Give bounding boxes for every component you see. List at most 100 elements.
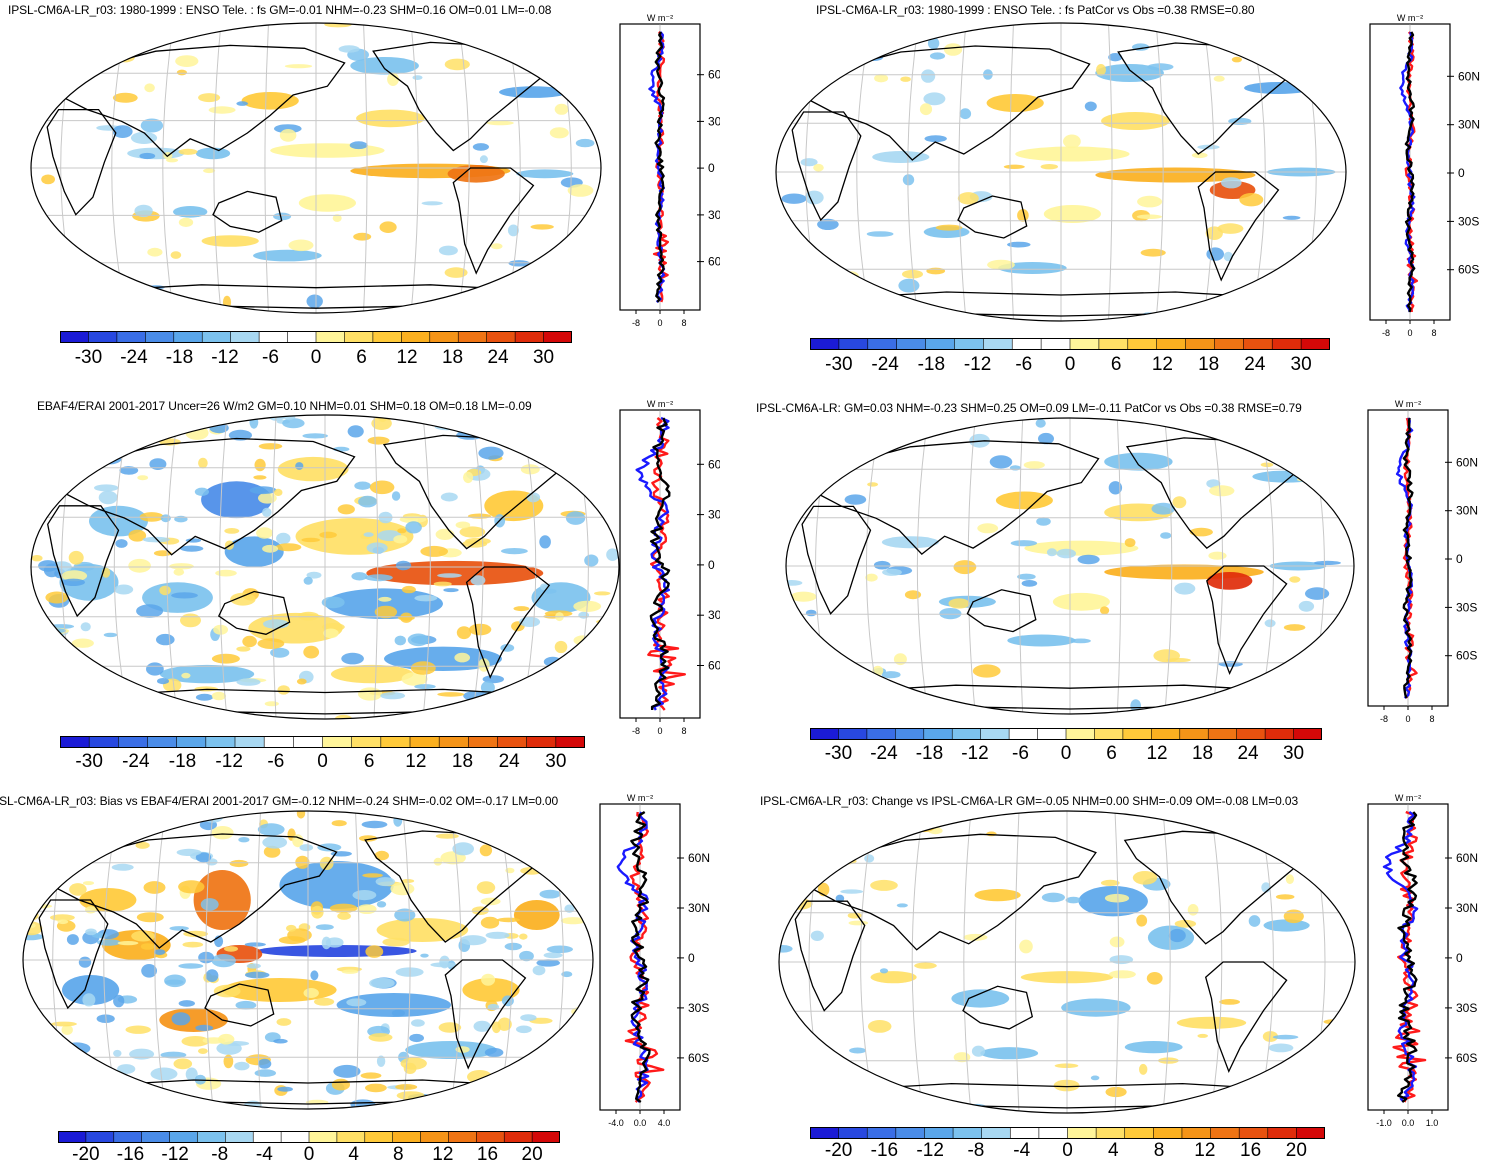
field-speckle [1289,1101,1304,1108]
field-speckle [948,598,970,609]
field-anomaly [980,1047,1039,1060]
panel-4: IPSL-CM6A-LR: GM=0.03 NHM=-0.23 SHM=0.25… [750,392,1500,777]
colorbar-swatch [280,1131,310,1143]
field-speckle [475,702,490,711]
profile-x-tick: 0 [1407,328,1412,338]
field-speckle [438,245,458,256]
field-speckle [306,571,322,579]
field-speckle [282,418,305,429]
field-speckle [31,555,43,562]
field-speckle [128,558,151,573]
colorbar-swatch [1038,1127,1069,1139]
field-speckle [559,451,575,457]
field-speckle [1137,195,1163,208]
field-speckle [257,1058,272,1069]
field-speckle [211,826,234,840]
coastline [802,45,1091,161]
field-speckle [67,683,83,691]
field-speckle [114,584,134,595]
field-speckle [987,259,1015,270]
field-speckle [396,811,424,816]
colorbar-swatch [85,1131,115,1143]
field-speckle [468,513,491,519]
colorbar-swatch [392,1131,422,1143]
field-speckle [183,930,209,938]
field-speckle [379,221,397,233]
colorbar-swatch [1238,1127,1269,1139]
colorbar-swatch [287,331,317,343]
colorbar-swatches [60,331,572,343]
field-speckle [181,1036,210,1047]
field-speckle [456,626,472,640]
colorbar-swatch [923,728,953,740]
colorbar-tick-label: -20 [72,1144,100,1165]
field-anomaly [159,1008,228,1032]
field-speckle [51,1021,77,1027]
field-anomaly [516,169,574,179]
coastline [966,589,1037,633]
field-speckle [254,458,266,472]
field-speckle [539,535,551,549]
profile-lat-tick: 60S [1456,1051,1477,1065]
colorbar-swatch [344,331,374,343]
field-speckle [606,548,619,561]
field-speckle [103,632,118,638]
profile-lat-tick: 0 [708,558,715,572]
field-speckle [273,1038,288,1044]
map [22,810,594,1110]
field-speckle [160,1051,187,1059]
colorbar-swatch [258,331,289,343]
field-speckle [479,155,488,164]
profile-x-tick: -1.0 [1376,1118,1392,1128]
field-anomaly [325,588,443,619]
field-speckle [378,596,392,602]
coastline [452,167,535,275]
coastline [806,833,1097,951]
field-speckle [376,1055,386,1067]
field-speckle [535,702,558,712]
field-anomaly [1101,112,1170,130]
field-speckle [921,1103,946,1113]
field-speckle [1295,279,1315,284]
colorbar-swatch [1293,728,1322,740]
profile-line-black [654,31,666,303]
field-speckle [470,575,486,586]
profile-unit: W m⁻² [647,399,673,409]
field-speckle [29,1066,45,1077]
profile-x-tick: 0.0 [634,1118,647,1128]
zonal-profile: W m⁻² 60N 30N 0 30S 60S -1.0 0.0 1.0 [1367,793,1478,1128]
field-speckle [170,251,182,259]
field-speckle [296,678,307,685]
field-anomaly [1104,452,1173,471]
colorbar-labels: -30 -24 -18 -12 -6 0 6 12 18 24 30 [810,354,1330,378]
field-speckle [1306,839,1332,848]
field-speckle [567,184,594,197]
field-speckle [444,267,468,278]
field-speckle [195,1024,214,1031]
field-speckle [244,942,266,947]
field-speckle [1056,548,1076,559]
field-speckle [530,295,559,304]
field-speckle [112,92,138,103]
field-speckle [521,34,535,40]
colorbar-swatch [60,736,90,748]
field-speckle [430,709,444,714]
field-speckle [485,931,510,939]
field-speckle [87,428,114,433]
colorbar-tick-label: 12 [405,751,427,772]
field-speckle [1191,152,1208,159]
field-speckle [390,882,415,896]
field-speckle [867,1020,892,1033]
field-speckle [779,945,793,953]
field-speckle [298,611,319,621]
map-border [30,22,602,314]
profile-lat-tick: 60N [708,457,720,471]
field-speckle [198,1048,208,1054]
field-speckle [276,1018,292,1026]
field-speckle [205,969,219,982]
field-speckle [912,819,936,833]
colorbar-swatch [555,736,585,748]
field-anomaly [1206,572,1253,590]
field-speckle [409,1033,424,1043]
coastline [212,190,283,233]
